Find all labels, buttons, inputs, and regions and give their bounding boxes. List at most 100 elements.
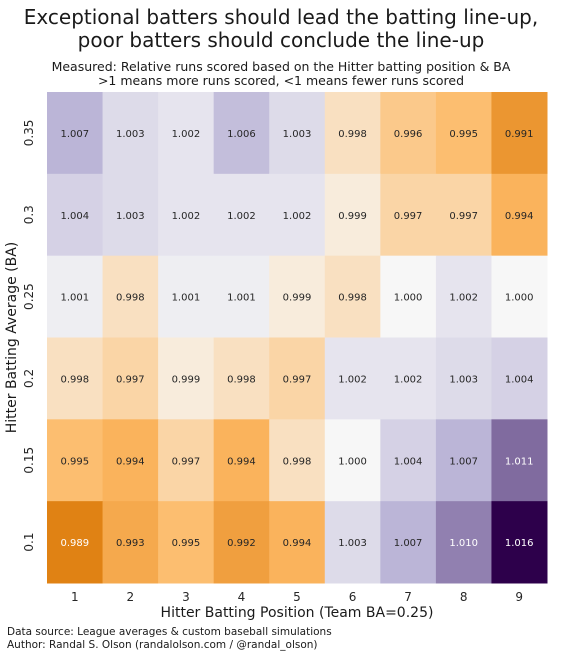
heatmap-cell <box>102 173 159 257</box>
cell-value-label: 0.997 <box>449 211 478 222</box>
cell-value-label: 1.001 <box>172 293 201 304</box>
cell-value-label: 0.997 <box>172 456 201 467</box>
cell-value-label: 1.007 <box>449 456 478 467</box>
cell-value-label: 0.994 <box>505 211 534 222</box>
cell-value-label: 1.003 <box>449 374 478 385</box>
cell-value-label: 0.998 <box>338 129 367 140</box>
x-tick-label: 4 <box>238 590 246 604</box>
cell-value-label: 0.994 <box>227 456 256 467</box>
cell-value-label: 1.004 <box>505 374 534 385</box>
cell-value-label: 0.999 <box>283 293 312 304</box>
cell-value-label: 1.006 <box>227 129 256 140</box>
heatmap-cell <box>47 419 104 502</box>
heatmap-cell <box>158 173 215 257</box>
heatmap-cell <box>491 255 548 338</box>
heatmap-cell <box>213 419 270 502</box>
x-tick-label: 9 <box>515 590 523 604</box>
cell-value-label: 1.002 <box>172 129 201 140</box>
heatmap-cell <box>435 501 492 584</box>
cell-value-label: 1.001 <box>60 293 89 304</box>
cell-value-label: 0.998 <box>338 293 367 304</box>
heatmap-cell <box>324 501 381 584</box>
cell-value-label: 1.004 <box>60 211 89 222</box>
cell-value-label: 1.002 <box>283 211 312 222</box>
heatmap-cell <box>491 173 548 257</box>
heatmap-cell <box>269 255 326 338</box>
cell-value-label: 0.991 <box>505 129 534 140</box>
cell-value-label: 1.003 <box>116 211 145 222</box>
heatmap-cell <box>213 173 270 257</box>
cell-value-label: 0.998 <box>60 374 89 385</box>
heatmap-cell <box>269 501 326 584</box>
cell-value-label: 0.998 <box>283 456 312 467</box>
cell-value-label: 0.999 <box>338 211 367 222</box>
heatmap-cell <box>324 173 381 257</box>
y-tick-label: 0.35 <box>22 120 36 147</box>
heatmap-cell <box>102 337 159 420</box>
cell-value-label: 0.998 <box>227 374 256 385</box>
cell-value-label: 0.994 <box>116 456 145 467</box>
heatmap-cell <box>435 173 492 257</box>
cell-value-label: 0.997 <box>116 374 145 385</box>
y-tick-label: 0.3 <box>22 205 36 224</box>
cell-value-label: 1.002 <box>227 211 256 222</box>
heatmap-cell <box>269 337 326 420</box>
heatmap-cell <box>324 337 381 420</box>
chart-subtitle: Measured: Relative runs scored based on … <box>51 59 511 88</box>
y-tick-label: 0.25 <box>22 283 36 310</box>
y-tick-label: 0.2 <box>22 369 36 388</box>
cell-value-label: 0.997 <box>283 374 312 385</box>
heatmap-cell <box>435 255 492 338</box>
heatmap-cell <box>47 173 104 257</box>
y-tick-label: 0.1 <box>22 533 36 552</box>
heatmap-cell <box>491 419 548 502</box>
cell-value-label: 0.989 <box>60 538 89 549</box>
heatmap-cell <box>213 337 270 420</box>
heatmap-cell <box>102 255 159 338</box>
heatmap-cell <box>380 419 437 502</box>
heatmap-cell <box>380 255 437 338</box>
x-tick-label: 8 <box>460 590 468 604</box>
cell-value-label: 0.995 <box>60 456 89 467</box>
x-tick-label: 2 <box>127 590 135 604</box>
cell-value-label: 1.010 <box>449 538 478 549</box>
cell-value-label: 0.996 <box>394 129 423 140</box>
heatmap-cell <box>324 92 381 175</box>
chart-title: Exceptional batters should lead the batt… <box>23 5 539 52</box>
heatmap-cell <box>158 92 215 175</box>
cell-value-label: 1.004 <box>394 456 423 467</box>
y-tick-label: 0.15 <box>22 447 36 474</box>
heatmap-cell <box>435 92 492 175</box>
cell-value-label: 0.993 <box>116 538 145 549</box>
cell-value-label: 1.003 <box>283 129 312 140</box>
cell-value-label: 1.007 <box>394 538 423 549</box>
cell-value-label: 1.000 <box>505 293 534 304</box>
heatmap-cell <box>380 92 437 175</box>
cell-value-label: 1.007 <box>60 129 89 140</box>
cell-value-label: 1.003 <box>338 538 367 549</box>
cell-value-label: 1.002 <box>172 211 201 222</box>
heatmap-cell <box>47 501 104 584</box>
heatmap-cell <box>158 501 215 584</box>
x-tick-label: 7 <box>404 590 412 604</box>
heatmap-cell <box>213 92 270 175</box>
heatmap-cell <box>491 501 548 584</box>
x-tick-label: 6 <box>349 590 357 604</box>
heatmap-cell <box>491 337 548 420</box>
heatmap-cell <box>213 255 270 338</box>
heatmap-cell <box>269 173 326 257</box>
cell-value-label: 0.992 <box>227 538 256 549</box>
x-tick-label: 5 <box>293 590 301 604</box>
heatmap-cell <box>158 419 215 502</box>
cell-value-label: 0.999 <box>172 374 201 385</box>
footer: Data source: League averages & custom ba… <box>7 626 332 652</box>
heatmap-cell <box>380 337 437 420</box>
cell-value-label: 0.995 <box>449 129 478 140</box>
cell-value-label: 1.000 <box>338 456 367 467</box>
cell-value-label: 1.001 <box>227 293 256 304</box>
heatmap-cell <box>102 419 159 502</box>
cell-value-label: 0.995 <box>172 538 201 549</box>
heatmap-cell <box>380 501 437 584</box>
author-note: Author: Randal S. Olson (randalolson.com… <box>7 639 318 651</box>
